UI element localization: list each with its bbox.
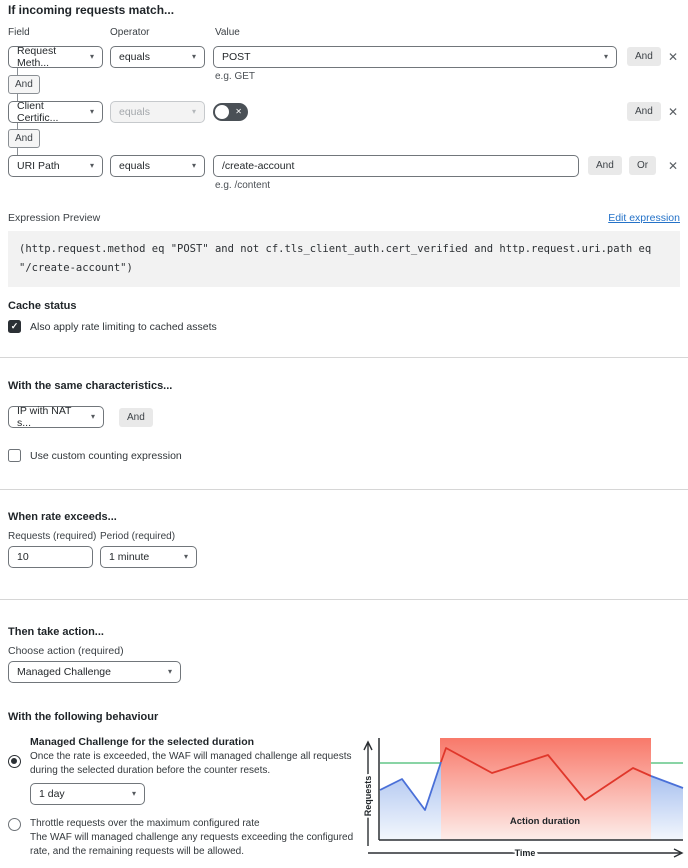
chevron-down-icon: ▾ [167,667,172,676]
requests-line-below [379,761,442,811]
behaviour-option2-radio[interactable] [8,818,21,831]
requests-line-below-2 [650,775,684,789]
and-connector-2[interactable]: And [8,129,40,148]
value-toggle-row2[interactable]: ✕ [213,103,248,121]
operator-select-row3[interactable]: equals ▾ [110,155,205,177]
and-button-row3[interactable]: And [588,156,622,175]
behaviour-option1-label: Managed Challenge for the selected durat… [30,736,255,748]
operator-select-row1[interactable]: equals ▾ [110,46,205,68]
custom-counting-label: Use custom counting expression [30,450,182,462]
period-select[interactable]: 1 minute ▾ [100,546,197,568]
behaviour-option2-desc: The WAF will managed challenge any reque… [30,832,354,857]
action-select[interactable]: Managed Challenge ▾ [8,661,181,683]
value-hint-row3: e.g. /content [215,180,271,191]
behaviour-option2-label: Throttle requests over the maximum confi… [30,818,260,829]
characteristic-select[interactable]: IP with NAT s... ▾ [8,405,104,429]
cache-checkbox-label: Also apply rate limiting to cached asset… [30,321,217,333]
expression-preview-label: Expression Preview [8,212,101,224]
chevron-down-icon: ▾ [603,52,608,61]
chevron-down-icon: ▾ [191,107,196,116]
behaviour-title: With the following behaviour [8,711,159,723]
toggle-x-icon: ✕ [235,107,242,116]
match-section-title: If incoming requests match... [8,3,175,17]
field-column-label: Field [8,27,30,38]
characteristics-and-button[interactable]: And [119,408,153,427]
x-axis-arrowhead-icon [673,848,684,858]
and-button-row2[interactable]: And [627,102,661,121]
chevron-down-icon: ▾ [183,552,188,561]
period-label: Period (required) [100,531,176,542]
section-divider [0,489,688,490]
chevron-down-icon: ▾ [131,789,136,798]
y-axis-arrowhead-icon [363,740,373,751]
field-select-row1[interactable]: Request Meth... ▾ [8,45,103,69]
edit-expression-link[interactable]: Edit expression [608,212,680,224]
connector-line [17,148,18,155]
requests-area-right [651,776,683,840]
toggle-knob [215,105,229,119]
value-input-row3[interactable]: /create-account [213,155,579,177]
cache-status-title: Cache status [8,300,77,312]
custom-counting-checkbox[interactable] [8,449,21,462]
chevron-down-icon: ▾ [89,161,94,170]
duration-select[interactable]: 1 day ▾ [30,783,145,805]
chevron-down-icon: ▾ [89,52,94,61]
chevron-down-icon: ▾ [191,52,196,61]
close-icon[interactable]: ✕ [668,159,679,173]
connector-line [17,68,18,75]
and-connector-1[interactable]: And [8,75,40,94]
requests-input[interactable]: 10 [8,546,93,568]
close-icon[interactable]: ✕ [668,105,679,119]
x-axis-label: Time [515,848,536,858]
check-icon: ✓ [10,321,19,331]
value-column-label: Value [215,27,240,38]
rate-limit-behaviour-diagram: Requests Time Action duration [361,738,684,860]
connector-line [17,123,18,129]
rate-title: When rate exceeds... [8,511,117,523]
chevron-down-icon: ▾ [191,161,196,170]
chevron-down-icon: ▾ [90,412,95,421]
field-select-row2[interactable]: Client Certific... ▾ [8,100,103,124]
section-divider [0,599,688,600]
connector-line [17,94,18,101]
field-select-row3[interactable]: URI Path ▾ [8,155,103,177]
requests-line-above [440,747,652,801]
section-divider [0,357,688,358]
operator-column-label: Operator [110,27,150,38]
value-select-row1[interactable]: POST ▾ [213,46,617,68]
action-duration-label: Action duration [510,816,580,827]
requests-label: Requests (required) [8,531,97,542]
choose-action-label: Choose action (required) [8,645,124,657]
y-axis-label: Requests [363,776,373,817]
requests-area-left [380,763,441,840]
chevron-down-icon: ▾ [89,107,94,116]
cache-checkbox[interactable]: ✓ [8,320,21,333]
value-hint-row1: e.g. GET [215,71,256,82]
behaviour-option1-desc: Once the rate is exceeded, the WAF will … [30,751,352,776]
behaviour-option1-radio[interactable] [8,755,21,768]
operator-select-row2-disabled: equals ▾ [110,101,205,123]
and-button-row1[interactable]: And [627,47,661,66]
characteristics-title: With the same characteristics... [8,380,173,392]
action-title: Then take action... [8,626,104,638]
close-icon[interactable]: ✕ [668,50,679,64]
or-button-row3[interactable]: Or [629,156,657,175]
expression-code: (http.request.method eq "POST" and not c… [8,231,680,287]
